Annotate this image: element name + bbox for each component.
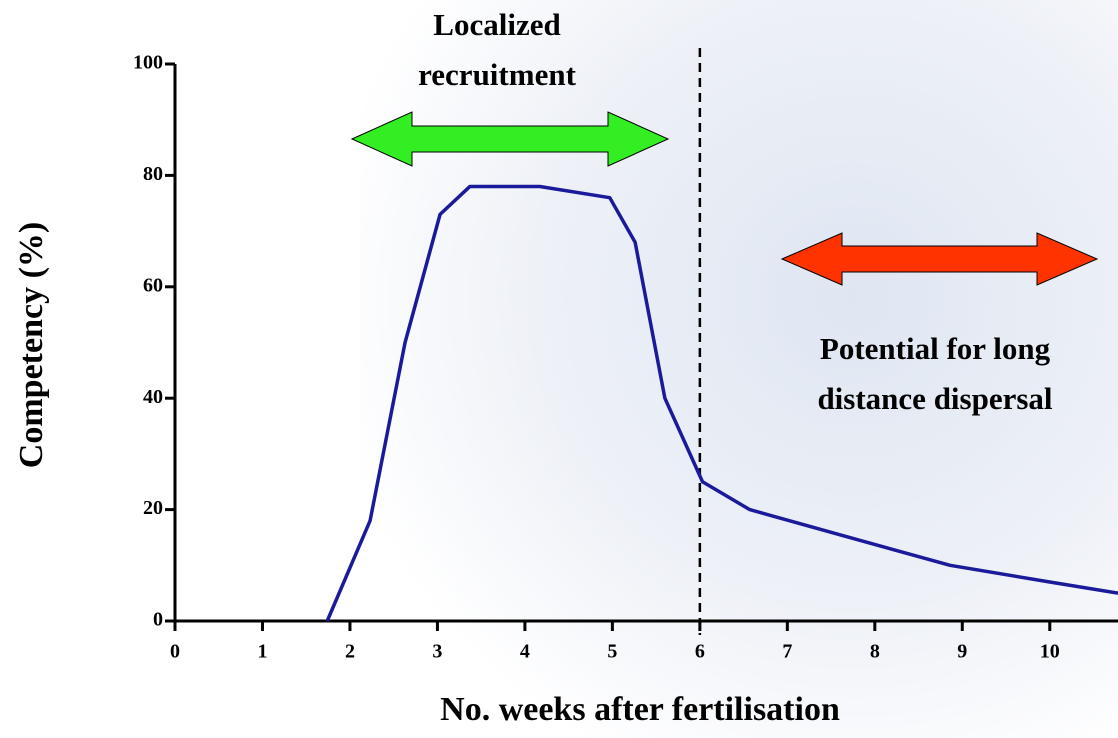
line-series bbox=[325, 184, 1118, 622]
annotation: recruitment bbox=[418, 57, 576, 92]
x-tick-label: 8 bbox=[870, 641, 880, 663]
x-tick-label: 4 bbox=[520, 641, 530, 663]
annotation: distance dispersal bbox=[817, 381, 1052, 416]
y-tick-label: 60 bbox=[143, 274, 163, 296]
y-tick-label: 20 bbox=[143, 497, 163, 519]
y-tick-label: 0 bbox=[153, 609, 163, 631]
x-tick-label: 9 bbox=[957, 641, 967, 663]
annotation: Localized bbox=[433, 7, 560, 42]
x-tick-label: 6 bbox=[695, 641, 705, 663]
x-tick-label: 3 bbox=[432, 641, 442, 663]
red-arrow bbox=[780, 232, 1099, 286]
background-image bbox=[360, 0, 1118, 738]
x-tick-label: 0 bbox=[170, 641, 180, 663]
y-tick-label: 100 bbox=[133, 52, 163, 74]
x-tick-label: 10 bbox=[1040, 641, 1060, 663]
x-axis-title: No. weeks after fertilisation bbox=[440, 691, 840, 728]
annotation: Potential for long bbox=[820, 331, 1051, 366]
y-tick-label: 80 bbox=[143, 163, 163, 185]
x-tick-label: 1 bbox=[257, 641, 267, 663]
x-tick-label: 7 bbox=[782, 641, 792, 663]
x-tick-label: 2 bbox=[345, 641, 355, 663]
y-axis-title: Competency (%) bbox=[13, 222, 50, 468]
green-arrow bbox=[350, 111, 670, 167]
y-tick-label: 40 bbox=[143, 386, 163, 408]
x-tick-label: 5 bbox=[607, 641, 617, 663]
